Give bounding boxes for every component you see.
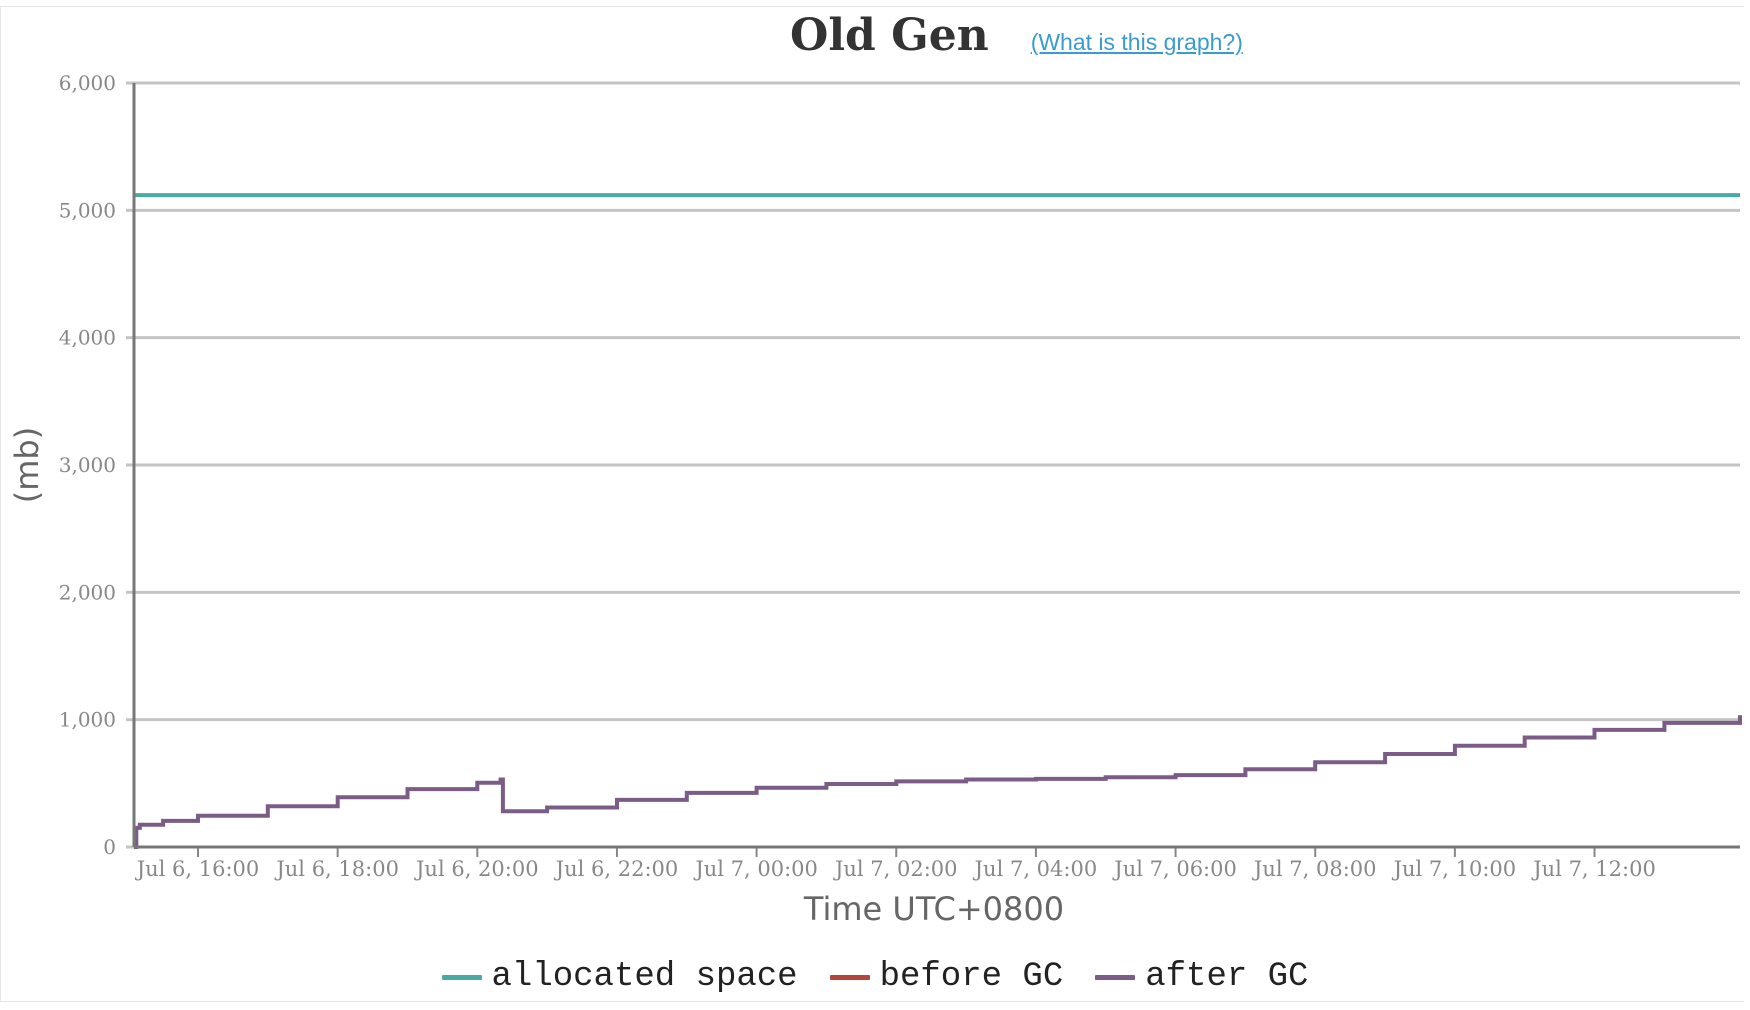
x-axis-label: Time UTC+0800 [803, 890, 1064, 928]
chart-header: Old Gen (What is this graph?) [790, 10, 1243, 61]
legend-item-allocated-space[interactable]: allocated space [441, 958, 798, 996]
y-tick-label-4000: 4,000 [59, 326, 116, 350]
grid-lines [134, 81, 1740, 722]
y-tick-label-2000: 2,000 [59, 580, 116, 604]
legend-swatch-allocated-space [441, 974, 482, 980]
chart-title: Old Gen [790, 10, 989, 61]
x-tick-label-4: Jul 7, 00:00 [693, 857, 818, 881]
x-tick-label-0: Jul 6, 16:00 [135, 857, 260, 881]
x-tick-label-7: Jul 7, 06:00 [1112, 857, 1237, 881]
y-axis-ticks: 0 1,000 2,000 3,000 4,000 5,000 6,000 [59, 71, 134, 859]
legend-label-allocated-space: allocated space [491, 958, 798, 996]
x-tick-label-6: Jul 7, 04:00 [973, 857, 1098, 881]
legend-item-after-gc[interactable]: after GC [1095, 958, 1308, 996]
x-tick-label-3: Jul 6, 22:00 [554, 857, 679, 881]
x-tick-label-2: Jul 6, 20:00 [414, 857, 539, 881]
x-tick-label-10: Jul 7, 12:00 [1531, 857, 1656, 881]
x-tick-label-1: Jul 6, 18:00 [274, 857, 399, 881]
y-tick-label-0: 0 [103, 835, 116, 859]
x-tick-label-9: Jul 7, 10:00 [1392, 857, 1517, 881]
x-axis-ticks: Jul 6, 16:00 Jul 6, 18:00 Jul 6, 20:00 Jul … [135, 847, 1656, 881]
what-is-this-graph-link[interactable]: (What is this graph?) [1030, 29, 1243, 55]
legend-swatch-after-gc [1095, 974, 1136, 980]
legend-label-after-gc: after GC [1145, 958, 1309, 996]
y-tick-label-1000: 1,000 [59, 708, 116, 732]
old-gen-chart: 0 1,000 2,000 3,000 4,000 5,000 6,000 Jul 6, 1… [8, 71, 1742, 928]
legend-label-before-gc: before GC [879, 958, 1064, 996]
series-line-after-gc [134, 715, 1742, 849]
y-tick-label-6000: 6,000 [59, 71, 116, 95]
series-lines [134, 193, 1742, 849]
y-axis-label: (mb) [8, 427, 46, 503]
x-tick-label-8: Jul 7, 08:00 [1252, 857, 1377, 881]
y-tick-label-3000: 3,000 [59, 453, 116, 477]
legend-swatch-before-gc [829, 974, 870, 980]
legend-item-before-gc[interactable]: before GC [829, 958, 1064, 996]
y-tick-label-5000: 5,000 [59, 198, 116, 222]
x-tick-label-5: Jul 7, 02:00 [833, 857, 958, 881]
legend: allocated space before GC after GC [0, 958, 1750, 996]
chart-frame [0, 6, 1744, 1002]
